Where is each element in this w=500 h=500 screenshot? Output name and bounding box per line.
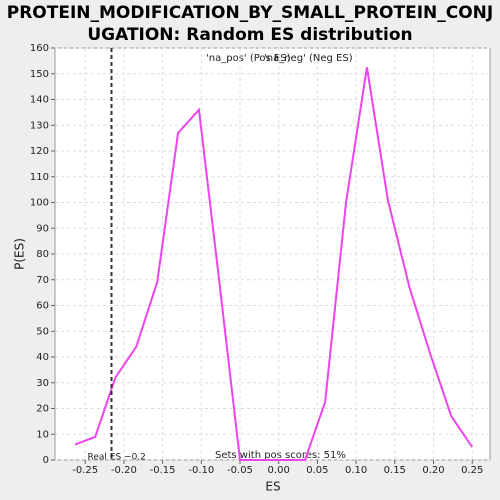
y-axis-label: P(ES) xyxy=(13,238,27,270)
es-curve xyxy=(74,67,474,461)
annotation: Sets with pos scores: 51% xyxy=(215,450,346,461)
y-tick-label: 130 xyxy=(30,120,49,131)
y-tick-label: 20 xyxy=(36,404,49,415)
y-tick-label: 140 xyxy=(30,95,49,106)
y-tick-label: 100 xyxy=(30,198,49,209)
y-tick-label: 120 xyxy=(30,146,49,157)
y-tick-label: 0 xyxy=(43,455,49,466)
x-tick-label: 0.25 xyxy=(461,465,483,476)
y-tick-label: 150 xyxy=(30,69,49,80)
x-tick-label: -0.05 xyxy=(227,465,253,476)
y-tick-label: 110 xyxy=(30,172,49,183)
y-tick-label: 40 xyxy=(36,352,49,363)
x-tick-label: 0.00 xyxy=(268,465,290,476)
legend-neg: 'na_neg' (Neg ES) xyxy=(264,53,353,64)
x-tick-label: -0.25 xyxy=(72,465,98,476)
legend-pos: 'na_pos' (Pos ES) xyxy=(206,53,291,64)
y-tick-label: 30 xyxy=(36,378,49,389)
chart-title: PROTEIN_MODIFICATION_BY_SMALL_PROTEIN_CO… xyxy=(6,3,494,45)
y-tick-label: 60 xyxy=(36,301,49,312)
x-tick-label: 0.05 xyxy=(306,465,328,476)
x-tick-label: -0.20 xyxy=(111,465,137,476)
y-tick-label: 10 xyxy=(36,429,49,440)
real-es-label: Real ES −0.2 xyxy=(88,453,146,463)
x-tick-label: 0.10 xyxy=(345,465,367,476)
x-tick-label: -0.15 xyxy=(150,465,176,476)
x-tick-label: -0.10 xyxy=(188,465,214,476)
x-axis-label: ES xyxy=(265,480,280,494)
y-tick-label: 90 xyxy=(36,223,49,234)
y-tick-label: 50 xyxy=(36,326,49,337)
y-tick-label: 80 xyxy=(36,249,49,260)
x-tick-label: 0.15 xyxy=(384,465,406,476)
y-tick-label: 70 xyxy=(36,275,49,286)
x-tick-label: 0.20 xyxy=(422,465,444,476)
y-tick-label: 160 xyxy=(30,43,49,54)
